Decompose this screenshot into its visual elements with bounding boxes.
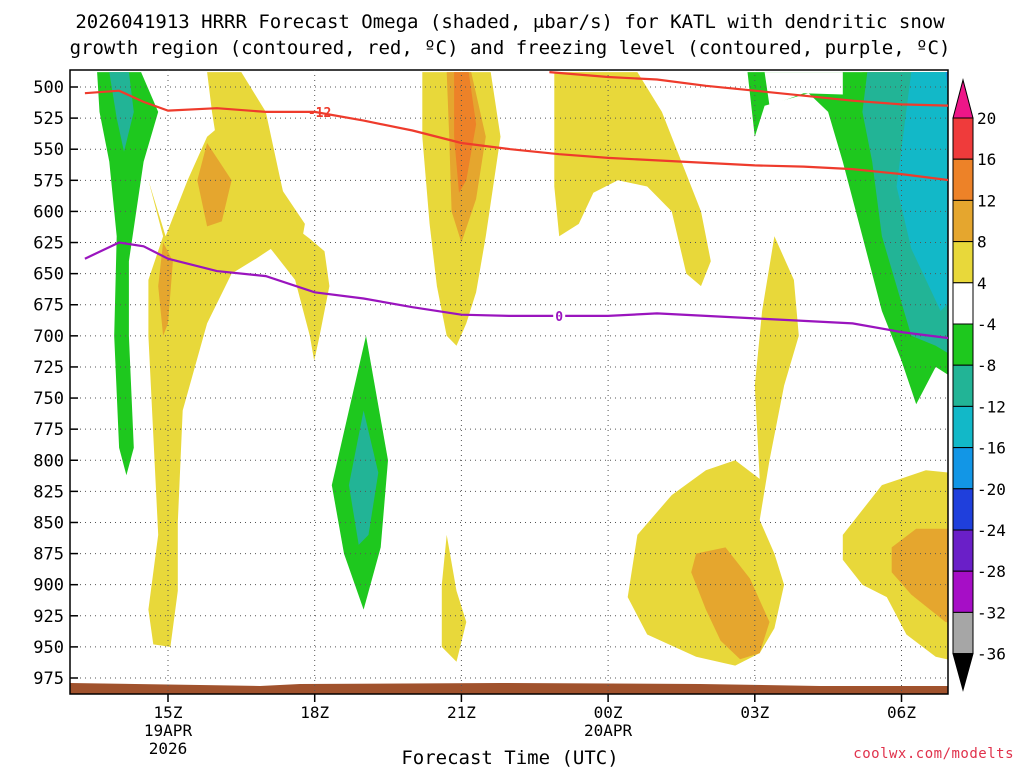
x-tick-sublabel: 19APR [144,721,193,740]
colorbar-swatch [952,364,974,407]
colorbar-swatch [952,570,974,613]
shaded-fields [70,72,948,694]
y-tick-label: 825 [33,482,64,502]
chart-title-line2: growth region (contoured, red, ºC) and f… [70,37,951,59]
colorbar-label: 4 [977,274,987,293]
contour-line [84,241,948,340]
colorbar-swatch [952,611,974,655]
y-tick-label: 675 [33,296,64,316]
colorbar-label: -36 [977,645,1006,664]
colorbar-label: -32 [977,603,1006,622]
y-tick-label: 950 [33,638,64,658]
colorbar-label: 16 [977,150,996,169]
shaded-region [441,534,467,662]
colorbar-label: -16 [977,439,1006,458]
shaded-region [97,72,159,476]
y-tick-label: 525 [33,109,64,129]
colorbar-label: 8 [977,233,987,252]
chart-title-line1: 2026041913 HRRR Forecast Omega (shaded, … [75,11,945,33]
y-tick-label: 750 [33,389,64,409]
x-tick-label: 03Z [740,703,769,722]
colorbar-bottom-triangle [952,653,974,692]
contour-label: 0 [555,310,563,325]
x-tick-label: 00Z [594,703,623,722]
shaded-region [764,72,843,106]
plot-frame [69,69,949,695]
shaded-region [691,547,770,660]
y-tick-label: 850 [33,513,64,533]
shaded-region [454,72,477,193]
x-axis-title: Forecast Time (UTC) [401,747,618,768]
y-tick-label: 600 [33,202,64,222]
colorbar-label: -28 [977,562,1006,581]
colorbar-label: -24 [977,521,1006,540]
y-tick-label: 500 [33,78,64,98]
y-tick-label: 575 [33,171,64,191]
shaded-region [158,242,173,336]
colorbar-swatch [952,447,974,490]
y-tick-label: 925 [33,607,64,627]
gridlines [70,70,948,694]
colorbar-legend: 20 16 12 8 4 -4 -8 -12 -16 -20 -24 -28 -32 -36 [952,78,1006,692]
x-tick-sublabel: 20APR [584,721,633,740]
contour-label: -12 [308,106,331,121]
colorbar-label: -12 [977,397,1006,416]
contour-line [549,71,948,107]
colorbar-label: -4 [977,315,996,334]
shaded-region [896,72,948,311]
terrain-fill [70,683,948,694]
colorbar-swatch [952,529,974,572]
y-tick-label: 800 [33,451,64,471]
colorbar-top-triangle [952,78,974,119]
plot-area [69,69,949,695]
colorbar-swatch [952,405,974,449]
contour-label-bg [553,307,566,323]
colorbar-label: 12 [977,191,996,210]
y-tick-label: 550 [33,140,64,160]
contour-line [84,89,948,182]
x-tick-label: 21Z [447,703,476,722]
colorbar-swatch [952,117,974,160]
y-tick-label: 700 [33,327,64,347]
y-tick-label: 975 [33,669,64,689]
y-tick-label: 625 [33,234,64,254]
contour-lines: -12 0 [84,71,948,340]
shaded-region [554,72,711,287]
y-tick-label: 900 [33,576,64,596]
y-tick-label: 775 [33,420,64,440]
shaded-region [627,236,799,666]
colorbar-label: -20 [977,480,1006,499]
colorbar-swatch [952,323,974,366]
y-tick-label: 875 [33,545,64,565]
x-tick-label: 15Z [154,703,183,722]
x-tick-sublabel: 2026 [149,739,188,758]
colorbar-swatch [952,158,974,201]
colorbar-swatch [952,488,974,531]
shaded-region [197,143,232,227]
x-tick-label: 06Z [887,703,916,722]
y-axis: 500 525 550 575 600 625 650 675 700 725 750 775 800 8… [33,78,78,689]
credit-text: coolwx.com/modelts [853,746,1014,762]
shaded-region [891,528,948,623]
shaded-region [348,410,379,545]
colorbar-swatch [952,241,974,284]
colorbar-swatch [952,282,974,325]
shaded-region [207,72,330,361]
colorbar-swatch [952,199,974,243]
y-tick-label: 725 [33,358,64,378]
y-tick-label: 650 [33,265,64,285]
x-tick-label: 18Z [300,703,329,722]
colorbar-label: -8 [977,356,996,375]
colorbar-label: 20 [977,109,996,128]
